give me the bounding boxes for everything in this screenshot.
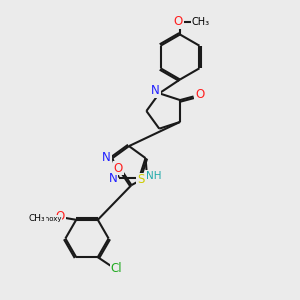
- Text: O: O: [174, 15, 183, 28]
- Text: N: N: [151, 84, 160, 98]
- Text: Cl: Cl: [111, 262, 122, 275]
- Text: O: O: [114, 161, 123, 175]
- Text: N: N: [108, 172, 117, 185]
- Text: NH: NH: [146, 171, 161, 181]
- Text: methoxy: methoxy: [31, 216, 62, 222]
- Text: O: O: [195, 88, 204, 101]
- Text: O: O: [56, 210, 65, 223]
- Text: N: N: [102, 151, 111, 164]
- Text: CH₃: CH₃: [192, 17, 210, 27]
- Text: S: S: [137, 173, 144, 187]
- Text: CH₃: CH₃: [29, 214, 45, 223]
